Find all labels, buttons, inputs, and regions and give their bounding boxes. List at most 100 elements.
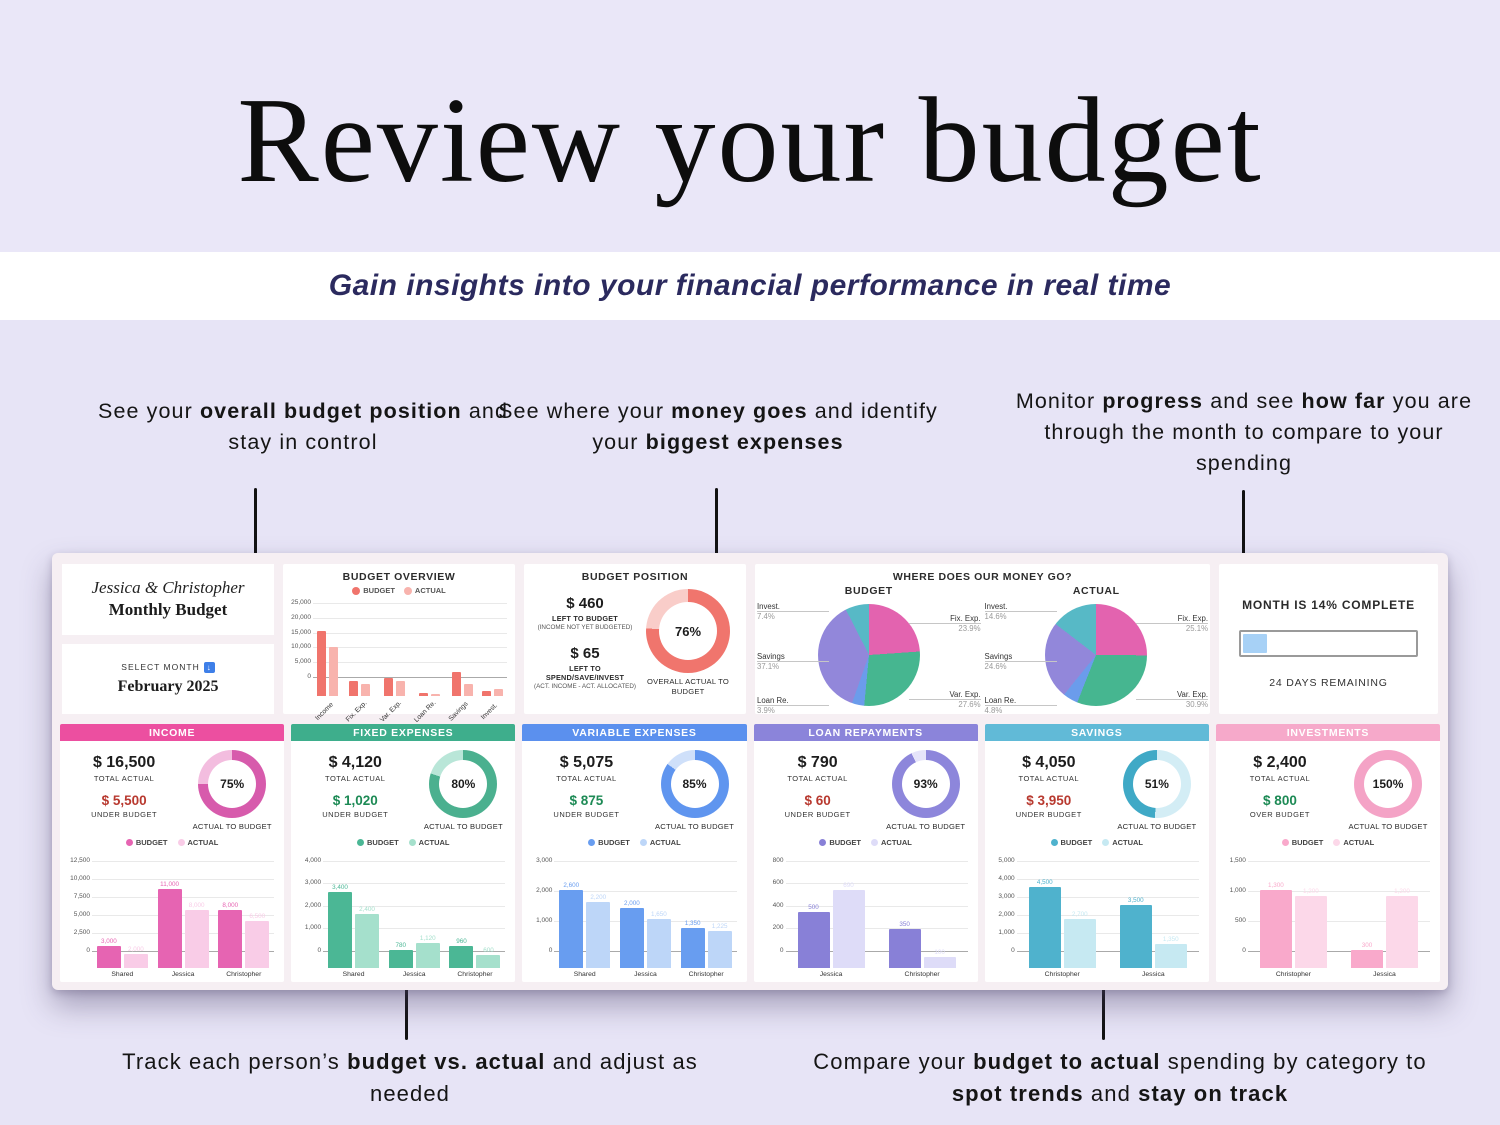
pie-title: ACTUAL: [1072, 585, 1120, 597]
bar-group: 300 1,200 Jessica: [1350, 878, 1418, 978]
budget-bar: [349, 680, 359, 696]
donut-caption: ACTUAL TO BUDGET: [1348, 822, 1428, 831]
actual-bar: [707, 931, 732, 968]
bar-wrap: 350: [888, 878, 921, 968]
donut-ring: 80%: [429, 750, 498, 818]
select-month-label[interactable]: SELECT MONTH ↓: [121, 661, 215, 673]
chart-gridline: [554, 920, 737, 922]
card-title: FIXED EXPENSES: [291, 724, 516, 741]
legend-item: ACTUAL: [408, 838, 450, 847]
pie-leader-line: [757, 611, 829, 612]
bar-wrap: 300: [1350, 878, 1383, 968]
select-month-box[interactable]: SELECT MONTH ↓ February 2025: [62, 643, 274, 714]
bar-wrap: [418, 622, 428, 696]
page-title: Review your budget: [237, 73, 1263, 208]
page-subtitle: Gain insights into your financial perfor…: [328, 269, 1172, 302]
bar-wrap: 8,000: [218, 878, 243, 968]
chart-gridline: [785, 905, 968, 907]
bar-value-label: 1,350: [684, 919, 701, 927]
bar-wrap: 780: [388, 878, 413, 968]
bar-group: Fix. Exp.: [345, 622, 373, 723]
legend-item: ACTUAL: [871, 838, 912, 847]
card-donut-wrap: 93% ACTUAL TO BUDGET: [878, 750, 974, 832]
chart-gridline: [554, 950, 737, 952]
budget-bar: [619, 908, 644, 968]
category-card-fixed-expenses: FIXED EXPENSES $ 4,120 TOTAL ACTUAL $ 1,020…: [291, 724, 516, 982]
bar-value-label: 3,500: [1127, 897, 1144, 904]
pie-leader-line: [984, 705, 1057, 706]
budget-bar: [797, 911, 830, 968]
bar-pair: 3,000 2,000: [96, 878, 148, 968]
card-legend: BUDGET ACTUAL: [754, 832, 978, 849]
bar-wrap: [464, 622, 474, 696]
pie-leader-line: [984, 661, 1057, 662]
y-axis-tick: 25,000: [291, 599, 311, 606]
legend-dot: [403, 586, 412, 595]
donut-percent: 76%: [659, 602, 717, 660]
pie-slice-name: Fix. Exp.: [950, 614, 981, 623]
card-bar-chart: 0 1,000 2,000 3,000 2,600 2,200 Shared 2,000 1,6…: [526, 851, 738, 978]
total-actual-label: TOTAL ACTUAL: [93, 774, 155, 783]
bar-group: 780 1,120 Jessica: [388, 878, 440, 978]
chart-gridline: [1016, 950, 1199, 952]
legend-dot: [1281, 839, 1289, 847]
total-actual-value: $ 4,120: [328, 754, 382, 771]
bar-group: Income: [314, 622, 339, 722]
bar-group: 350 100 Christopher: [888, 878, 956, 978]
bar-value-label: 2,400: [359, 906, 375, 913]
pie-slice-percent: 37.1%: [757, 661, 780, 671]
total-actual-value: $ 5,075: [559, 754, 614, 771]
chart-gridline: [313, 647, 507, 649]
left-to-budget-label: LEFT TO BUDGET: [552, 614, 618, 623]
chart-gridline: [1016, 878, 1199, 880]
actual-bar: [1385, 896, 1418, 968]
chart-gridline: [313, 603, 507, 604]
card-title: SAVINGS: [984, 724, 1209, 741]
chart-gridline: [323, 883, 506, 885]
pie-slice-label: Fix. Exp. 23.9%: [923, 614, 981, 633]
money-go-panel: WHERE DOES OUR MONEY GO? BUDGET Fix. Exp.…: [755, 564, 1210, 715]
bar-wrap: 2,400: [355, 878, 380, 968]
pie-chart: [1045, 604, 1148, 706]
budget-bar: [388, 950, 413, 968]
bar-pair: [482, 622, 504, 696]
chart-gridline: [1247, 860, 1431, 862]
bar-pair: 2,000 1,650: [619, 878, 671, 968]
subtitle-band: Gain insights into your financial perfor…: [0, 252, 1500, 320]
budget-position-panel: BUDGET POSITION $ 460 LEFT TO BUDGET (IN…: [524, 564, 746, 714]
actual-bar: [832, 890, 865, 968]
bar-groups: 4,500 2,700 Christopher 3,500 1,350 Jessica: [1017, 861, 1199, 978]
bar-pair: 3,400 2,400: [328, 878, 380, 968]
bar-value-label: 960: [456, 938, 467, 946]
actual-bar: [355, 914, 380, 968]
bar-group: Var. Exp.: [379, 622, 408, 724]
bar-value-label: 1,225: [711, 923, 728, 931]
dropdown-arrow-icon[interactable]: ↓: [203, 661, 215, 673]
donut-percent: 93%: [901, 760, 950, 808]
x-axis-label: Jessica: [402, 971, 426, 978]
chart-gridline: [313, 677, 507, 678]
chart-gridline: [785, 860, 968, 862]
y-axis-tick: 1,000: [536, 916, 553, 924]
annotation-budget-position: See your overall budget position and sta…: [98, 399, 508, 455]
bar-groups: Income Fix. Exp. Var. Exp. Loan Re. Savings I…: [313, 603, 507, 724]
x-axis-label: Christopher: [904, 971, 940, 978]
card-bar-chart: 0 200 400 600 800 500 690 Jessica 350 100 Christop…: [758, 851, 970, 978]
card-stats-left: $ 4,050 TOTAL ACTUAL $ 3,950 UNDER BUDGET: [989, 750, 1109, 832]
chart-gridline: [1016, 914, 1199, 916]
bar-pair: [317, 622, 339, 696]
y-axis-tick: 0: [548, 946, 553, 954]
x-axis-label: Jessica: [1373, 971, 1396, 978]
bar-groups: 500 690 Jessica 350 100 Christopher: [786, 861, 968, 978]
category-card-savings: SAVINGS $ 4,050 TOTAL ACTUAL $ 3,950 UNDER B…: [984, 724, 1209, 982]
donut-ring: 76%: [646, 589, 730, 673]
budget-bar: [157, 888, 182, 968]
card-stats: $ 4,120 TOTAL ACTUAL $ 1,020 UNDER BUDGET 80…: [291, 741, 515, 832]
card-legend: BUDGET ACTUAL: [60, 832, 284, 849]
donut-ring: 85%: [660, 750, 729, 818]
delta-label: OVER BUDGET: [1249, 810, 1310, 819]
card-stats: $ 4,050 TOTAL ACTUAL $ 3,950 UNDER BUDGET 51…: [985, 741, 1209, 832]
actual-bar: [123, 953, 148, 968]
pie-slice-label: Invest. 14.6%: [985, 602, 1043, 621]
legend-item: BUDGET: [1050, 838, 1092, 847]
